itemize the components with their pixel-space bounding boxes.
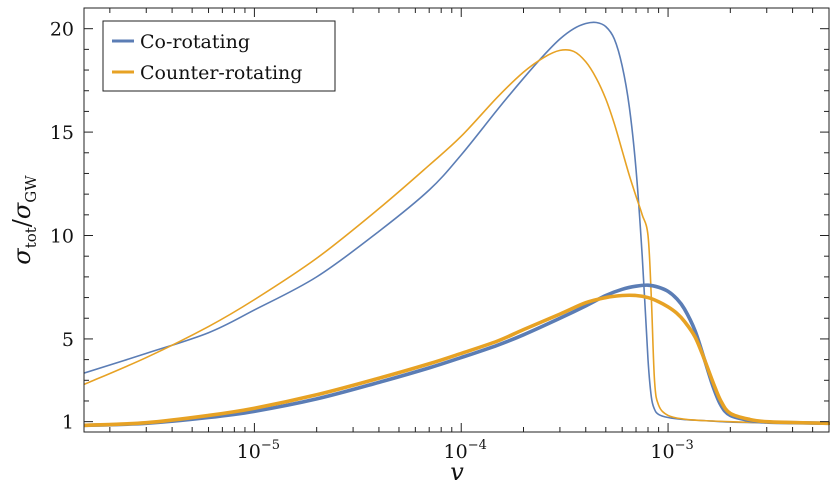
x-axis-label: v <box>450 458 464 486</box>
x-tick-label: 10−5 <box>237 438 280 463</box>
legend-box <box>102 20 336 92</box>
y-tick-label: 5 <box>62 329 74 351</box>
legend: Co-rotating Counter-rotating <box>102 20 336 92</box>
legend-label-counter-rotating: Counter-rotating <box>140 62 302 84</box>
svg-text:σtot/σGW: σtot/σGW <box>8 175 40 265</box>
ticks-layer <box>84 8 830 432</box>
y-axis-label-den-sub: GW <box>22 175 40 203</box>
y-axis-label-num-sub: tot <box>22 227 40 248</box>
y-tick-label: 10 <box>50 226 74 248</box>
x-tick-label: 10−4 <box>444 438 487 463</box>
y-tick-label: 1 <box>62 412 74 434</box>
series-line-co-rotating-thick <box>84 283 830 428</box>
y-axis-label-symbol-den: σ <box>8 202 36 219</box>
y-tick-label: 20 <box>50 19 74 41</box>
y-axis-label: σtot/σGW <box>8 175 40 265</box>
series-line-counter-rotating-thick <box>84 293 830 428</box>
x-tick-label: 10−3 <box>650 438 693 463</box>
series-line-counter-rotating-thin <box>84 48 830 424</box>
plot-frame <box>83 7 830 433</box>
y-axis-label-symbol: σ <box>8 248 36 265</box>
y-axis-label-slash: / <box>8 218 36 227</box>
legend-label-co-rotating: Co-rotating <box>140 31 250 53</box>
series-layer <box>84 21 830 428</box>
series-line-co-rotating-thin <box>84 21 830 424</box>
y-tick-label: 15 <box>50 122 74 144</box>
